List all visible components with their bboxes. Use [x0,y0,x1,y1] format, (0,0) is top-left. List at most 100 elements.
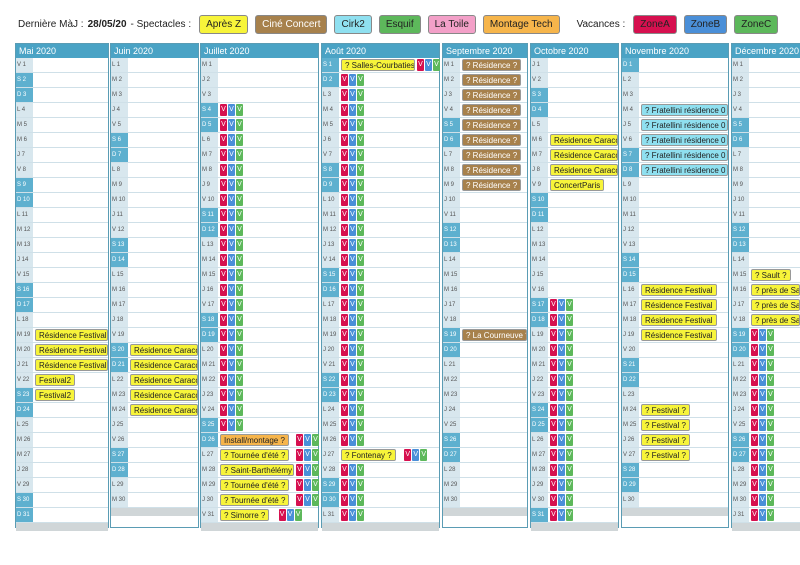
day-row[interactable]: M 7 Résidence Caracol [531,148,618,163]
day-row[interactable]: M 17 Résidence Festival [622,298,728,313]
day-row[interactable]: J 16 V V V [201,283,318,298]
day-row[interactable]: M 2 [732,73,800,88]
day-row[interactable]: V 19 [111,328,198,343]
day-row[interactable]: V 12 [111,223,198,238]
day-row[interactable]: M 25? Festival ? [622,418,728,433]
day-row[interactable]: M 23 [443,388,527,403]
day-row[interactable]: M 6 [16,133,108,148]
day-row[interactable]: D 18 V V V [531,313,618,328]
day-row[interactable]: J 31 V V V [732,508,800,523]
day-row[interactable]: M 3 [622,88,728,103]
day-row[interactable]: V 15 [16,268,108,283]
day-row[interactable]: S 2 [16,73,108,88]
day-row[interactable]: V 6? Fratellini résidence 0 ? [622,133,728,148]
day-row[interactable]: L 25 [16,418,108,433]
day-row[interactable]: D 28 [111,463,198,478]
day-row[interactable]: M 12 [16,223,108,238]
day-row[interactable]: M 1? Résidence ? [443,58,527,73]
day-row[interactable]: D 21 Résidence Caracol [111,358,198,373]
day-row[interactable]: M 13 [16,238,108,253]
event-block[interactable]: ? Tournée d'été ? [220,479,290,491]
event-block[interactable]: ? Résidence ? [462,74,522,86]
day-row[interactable]: L 7? Résidence ? [443,148,527,163]
day-row[interactable]: S 13 [111,238,198,253]
event-block[interactable]: ? Festival ? [641,434,690,446]
day-row[interactable]: D 11 [531,208,618,223]
day-row[interactable]: S 15 V V V [322,268,439,283]
day-row[interactable]: D 16 V V V [322,283,439,298]
day-row[interactable]: M 25 V V V [322,418,439,433]
day-row[interactable]: L 22 Résidence Caracol [111,373,198,388]
day-row[interactable]: S 6 [111,133,198,148]
event-block[interactable]: ? Simorre ? [220,509,270,521]
day-row[interactable]: J 2 [201,73,318,88]
day-row[interactable]: S 7? Fratellini résidence 0 ? [622,148,728,163]
day-row[interactable]: S 5? Résidence ? [443,118,527,133]
day-row[interactable]: L 21 V V V [732,358,800,373]
day-row[interactable]: L 28 V V V [732,463,800,478]
event-block[interactable]: Résidence Festival [641,314,717,326]
event-block[interactable]: Résidence Caracol [550,134,618,146]
day-row[interactable]: J 28 [16,463,108,478]
day-row[interactable]: D 17 [16,298,108,313]
day-row[interactable]: S 21 [622,358,728,373]
day-row[interactable]: J 8 Résidence Caracol [531,163,618,178]
day-row[interactable]: S 19? La Courneuve ? [443,328,527,343]
day-row[interactable]: M 24? Festival ? [622,403,728,418]
day-row[interactable]: J 10 [732,193,800,208]
day-row[interactable]: L 23 [622,388,728,403]
day-row[interactable]: S 20 Résidence Caracol [111,343,198,358]
day-row[interactable]: M 15? Sault ? [732,268,800,283]
day-row[interactable]: M 21 V V V [201,358,318,373]
day-row[interactable]: D 26 Install/montage ? V V V [201,433,319,448]
day-row[interactable]: V 4 [732,103,800,118]
event-block[interactable]: ConcertParis [550,179,605,191]
event-block[interactable]: Résidence Caracol [130,374,198,386]
day-row[interactable]: M 12 V V V [322,223,439,238]
event-block[interactable]: ? près de Sau [751,314,800,326]
day-row[interactable]: V 24 V V V [201,403,318,418]
day-row[interactable]: J 3? Résidence ? [443,88,527,103]
day-row[interactable]: J 12 [622,223,728,238]
event-block[interactable]: Résidence Festival2 [35,329,108,341]
day-row[interactable]: D 30 V V V [322,493,439,508]
day-row[interactable]: M 15 [443,268,527,283]
event-block[interactable]: ? Résidence ? [462,164,522,176]
day-row[interactable]: L 21 [443,358,527,373]
day-row[interactable]: L 14 [443,253,527,268]
day-row[interactable]: L 14 [732,253,800,268]
day-row[interactable]: D 14 [111,253,198,268]
day-row[interactable]: M 30 V V V [732,493,800,508]
event-block[interactable]: Résidence Caracol [550,149,618,161]
event-block[interactable]: Résidence Caracol [130,389,198,401]
day-row[interactable]: M 10 [622,193,728,208]
event-block[interactable]: Festival2 [35,389,76,401]
day-row[interactable]: V 8 [16,163,108,178]
event-block[interactable]: ? près de Sau [751,284,800,296]
day-row[interactable]: D 13 [732,238,800,253]
day-row[interactable]: V 28 V V V [322,463,439,478]
day-row[interactable]: V 23 V V V [531,388,618,403]
day-row[interactable]: M 21 V V V [531,358,618,373]
day-row[interactable]: M 19 V V V [322,328,439,343]
day-row[interactable]: L 26 V V V [531,433,618,448]
event-block[interactable]: ? Fratellini résidence 0 ? [641,134,728,146]
event-block[interactable]: Résidence Festival2 [35,344,108,356]
day-row[interactable]: L 2 [622,73,728,88]
day-row[interactable]: M 15 V V V [201,268,318,283]
day-row[interactable]: S 3 [531,88,618,103]
day-row[interactable]: D 13 [443,238,527,253]
day-row[interactable]: L 20 V V V [201,343,318,358]
day-row[interactable]: V 5 [111,118,198,133]
day-row[interactable]: L 9 [622,178,728,193]
day-row[interactable]: V 13 [622,238,728,253]
day-row[interactable]: V 27? Festival ? [622,448,728,463]
day-row[interactable]: V 25 [443,418,527,433]
day-row[interactable]: M 26 V V V [322,433,439,448]
day-row[interactable]: M 14 V V V [201,253,318,268]
day-row[interactable]: L 13 V V V [201,238,318,253]
